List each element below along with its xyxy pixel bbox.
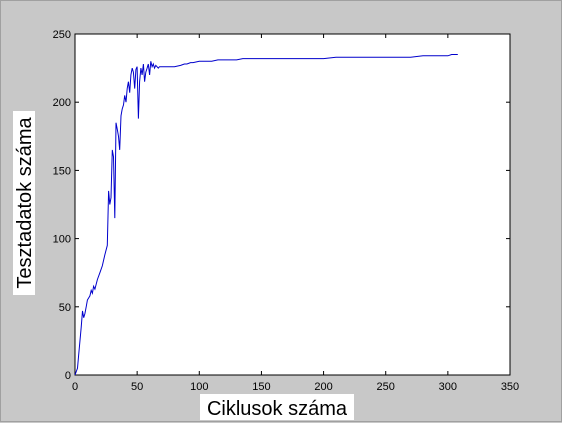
y-tick-label: 250 [53,29,71,41]
y-tick-label: 150 [53,165,71,177]
y-tick-label: 200 [53,97,71,109]
x-axis-title-background [200,394,354,420]
plot-area [74,33,511,376]
tick-layer: 0 50 100 150 200 250 300 350 0 50 100 150 200 250 [53,29,520,393]
y-axis-title-background [13,111,35,295]
series-line [74,54,458,376]
x-tick-label: 200 [314,381,332,393]
series-layer [74,54,458,376]
x-tick-label: 50 [131,381,143,393]
x-tick-label: 0 [72,381,78,393]
y-tick-label: 0 [65,370,71,382]
x-tick-label: 250 [377,381,395,393]
x-axis-title: Ciklusok száma [207,398,348,420]
y-tick-label: 100 [53,234,71,246]
x-tick-label: 100 [190,381,208,393]
x-tick-label: 150 [252,381,270,393]
y-axis-title: Tesztadatok száma [14,117,36,289]
x-tick-label: 300 [439,381,457,393]
y-tick-label: 50 [59,302,71,314]
x-tick-label: 350 [501,381,519,393]
